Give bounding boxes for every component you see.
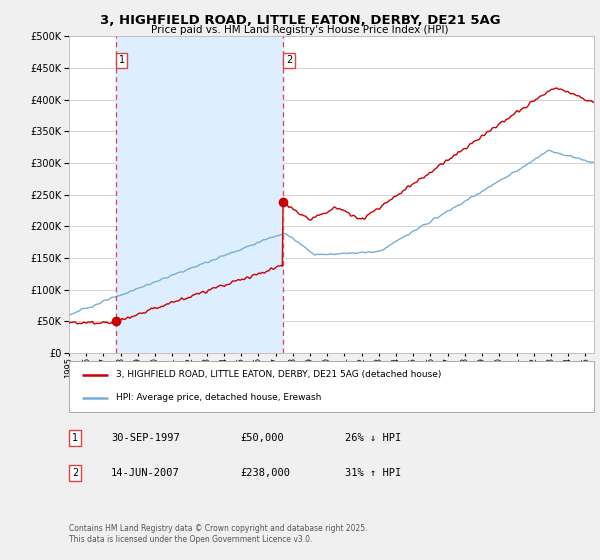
Text: 31% ↑ HPI: 31% ↑ HPI [345, 468, 401, 478]
Text: 1: 1 [119, 55, 125, 65]
Text: 2: 2 [72, 468, 78, 478]
Text: 1: 1 [72, 433, 78, 443]
Text: 3, HIGHFIELD ROAD, LITTLE EATON, DERBY, DE21 5AG: 3, HIGHFIELD ROAD, LITTLE EATON, DERBY, … [100, 14, 500, 27]
Text: Contains HM Land Registry data © Crown copyright and database right 2025.
This d: Contains HM Land Registry data © Crown c… [69, 524, 367, 544]
Text: £238,000: £238,000 [240, 468, 290, 478]
Text: 2: 2 [286, 55, 292, 65]
Text: £50,000: £50,000 [240, 433, 284, 443]
Text: 3, HIGHFIELD ROAD, LITTLE EATON, DERBY, DE21 5AG (detached house): 3, HIGHFIELD ROAD, LITTLE EATON, DERBY, … [116, 370, 442, 379]
Text: 14-JUN-2007: 14-JUN-2007 [111, 468, 180, 478]
Text: Price paid vs. HM Land Registry's House Price Index (HPI): Price paid vs. HM Land Registry's House … [151, 25, 449, 35]
Bar [116, 36, 283, 353]
Text: 30-SEP-1997: 30-SEP-1997 [111, 433, 180, 443]
Text: 26% ↓ HPI: 26% ↓ HPI [345, 433, 401, 443]
Text: HPI: Average price, detached house, Erewash: HPI: Average price, detached house, Erew… [116, 394, 322, 403]
